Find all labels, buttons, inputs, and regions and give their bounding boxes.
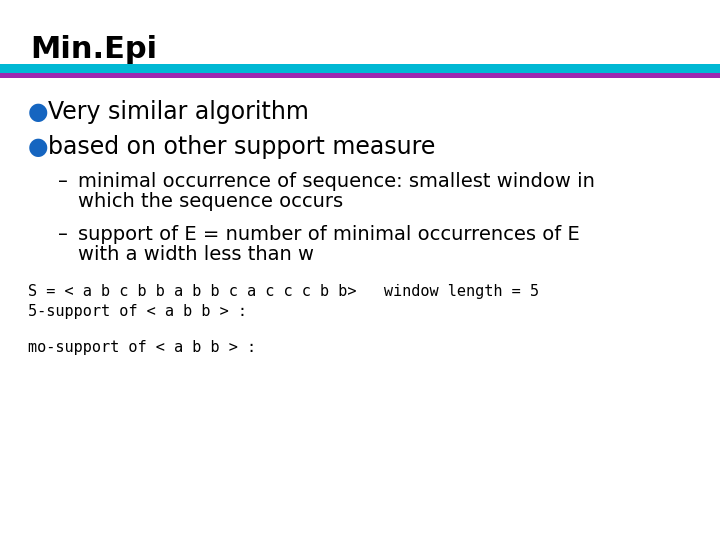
Bar [0,64,720,73]
Text: ●: ● [28,100,49,124]
Text: minimal occurrence of sequence: smallest window in: minimal occurrence of sequence: smallest… [78,172,595,191]
Text: –: – [58,172,68,191]
Text: Min.Epi: Min.Epi [30,35,157,64]
Text: with a width less than w: with a width less than w [78,245,314,264]
Text: based on other support measure: based on other support measure [48,135,436,159]
Bar [0,73,720,78]
Text: support of E = number of minimal occurrences of E: support of E = number of minimal occurre… [78,225,580,244]
Text: –: – [58,225,68,244]
Text: mo-support of < a b b > :: mo-support of < a b b > : [28,340,256,355]
Text: 5-support of < a b b > :: 5-support of < a b b > : [28,304,247,319]
Text: S = < a b c b b a b b c a c c c b b>   window length = 5: S = < a b c b b a b b c a c c c b b> win… [28,284,539,299]
Text: which the sequence occurs: which the sequence occurs [78,192,343,211]
Text: ●: ● [28,135,49,159]
Text: Very similar algorithm: Very similar algorithm [48,100,309,124]
